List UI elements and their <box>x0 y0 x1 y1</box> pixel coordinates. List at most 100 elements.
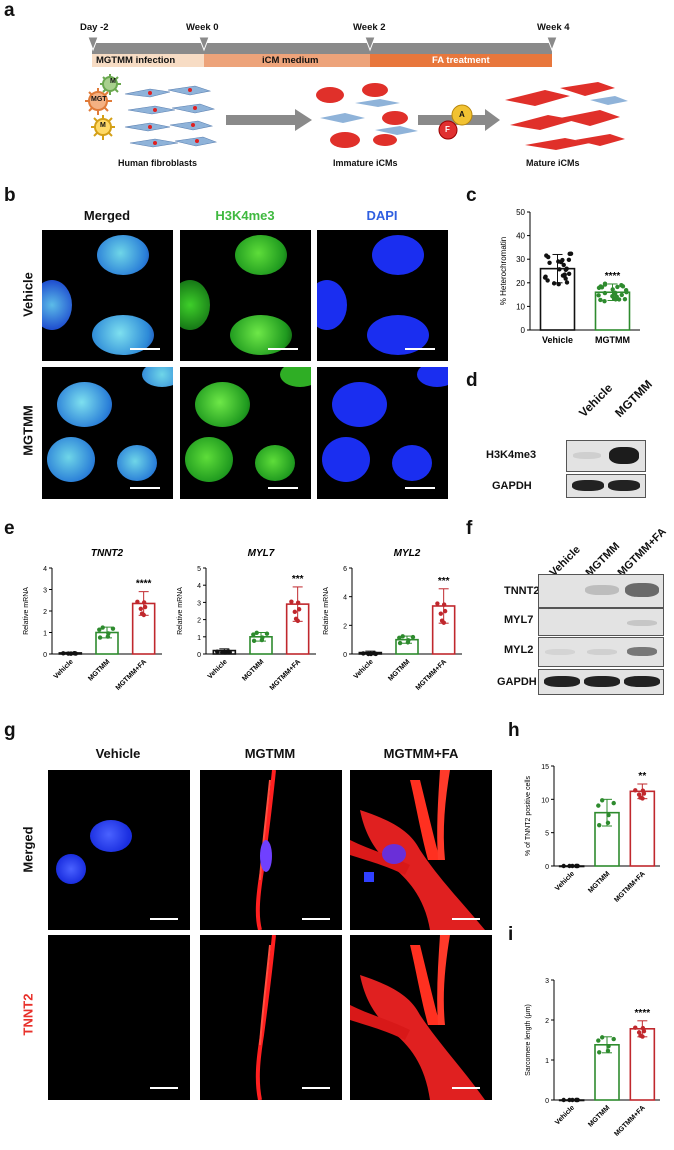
data-point <box>289 599 294 604</box>
panel-label-f: f <box>466 518 473 539</box>
data-point <box>605 1048 611 1054</box>
data-point <box>606 1044 611 1049</box>
y-tick-label: 40 <box>516 232 525 241</box>
y-tick-label: 2 <box>545 1018 549 1025</box>
d-row-gapdh: GAPDH <box>492 480 532 492</box>
category-label: MGTMM+FA <box>269 658 302 691</box>
data-point <box>622 296 628 302</box>
data-point <box>61 651 66 656</box>
panel-label-a: a <box>4 0 15 21</box>
arrow-1 <box>226 109 312 131</box>
chart-title: MYL2 <box>394 548 421 559</box>
data-point <box>613 290 618 296</box>
data-point <box>66 651 71 656</box>
blot-f-tnnt2 <box>538 574 664 608</box>
panel-label-h: h <box>508 720 520 741</box>
data-point <box>610 287 615 292</box>
data-point <box>640 1025 646 1031</box>
header-h3k4me3: H3K4me3 <box>215 208 275 223</box>
virus-label-m-top: M <box>110 78 116 85</box>
rowlabel-vehicle: Vehicle <box>20 272 36 317</box>
d-row-h3k4me3: H3K4me3 <box>486 449 537 461</box>
data-point <box>599 1035 605 1040</box>
data-point <box>605 820 611 825</box>
data-point <box>546 254 551 260</box>
y-tick-label: 3 <box>197 600 201 607</box>
category-label: MGTMM <box>587 870 611 894</box>
data-point <box>597 1050 602 1055</box>
y-tick-label: 0 <box>343 652 347 659</box>
y-axis-label: Sarcomere length (μm) <box>525 1004 532 1076</box>
data-point <box>73 651 78 656</box>
y-tick-label: 10 <box>516 302 525 311</box>
data-point <box>575 863 580 869</box>
y-tick-label: 0 <box>197 652 201 659</box>
marker-triangle-week4 <box>546 36 558 52</box>
marker-triangle-week2 <box>364 36 376 52</box>
data-point <box>619 292 624 298</box>
data-point <box>597 822 602 828</box>
data-point <box>610 293 615 299</box>
data-point <box>296 607 302 612</box>
significance-label: **** <box>605 271 621 282</box>
data-point <box>633 788 638 793</box>
y-tick-label: 2 <box>343 623 347 630</box>
data-point <box>566 257 572 263</box>
category-label: MGTMM <box>595 335 630 345</box>
data-point <box>141 600 147 605</box>
virus-m-bottom <box>91 115 115 140</box>
category-label: MGTMM <box>387 658 411 682</box>
blot-d-gapdh <box>566 474 646 498</box>
data-point <box>567 1097 572 1103</box>
significance-label: **** <box>635 1008 651 1019</box>
category-label: Vehicle <box>554 1104 576 1126</box>
g-image-merged-vehicle <box>48 770 190 930</box>
header-dapi: DAPI <box>366 208 398 223</box>
data-point <box>110 626 116 631</box>
data-point <box>410 634 416 640</box>
data-point <box>139 611 145 616</box>
image-dapi-vehicle <box>317 230 448 361</box>
phase-label-infection: MGTMM infection <box>96 55 176 66</box>
data-point <box>602 290 608 296</box>
y-tick-label: 6 <box>343 566 347 573</box>
data-point <box>567 863 572 869</box>
g-rowlabel-tnnt2: TNNT2 <box>20 993 36 1036</box>
panel-label-d: d <box>466 370 478 391</box>
data-point <box>598 297 603 303</box>
f-col-mgtmm-fa: MGTMM+FA <box>615 525 669 579</box>
bar <box>629 790 656 867</box>
chart-h: 0 5 10 15 % of TNNT2 positive cells Vehicle MG… <box>525 764 660 904</box>
data-point <box>400 634 405 639</box>
data-point <box>220 650 225 655</box>
drug-label-a: A <box>459 110 465 119</box>
data-point <box>397 635 402 640</box>
virus-label-m-bottom: M <box>100 122 106 129</box>
g-image-tnnt2-vehicle <box>48 935 190 1100</box>
image-merged-vehicle <box>42 230 173 361</box>
stage-mature: Mature iCMs <box>526 158 580 168</box>
data-point <box>97 627 102 632</box>
y-tick-label: 0 <box>545 864 549 871</box>
panel-label-b: b <box>4 185 16 206</box>
data-point <box>547 260 552 265</box>
bar <box>629 1028 656 1101</box>
data-point <box>606 812 611 818</box>
panel-label-g: g <box>4 720 16 741</box>
data-point <box>142 604 148 610</box>
category-label: Vehicle <box>542 335 573 345</box>
data-point <box>596 293 601 298</box>
image-h3k4me3-vehicle <box>180 230 311 361</box>
timeline-phase-1 <box>92 54 204 67</box>
data-point <box>442 608 448 614</box>
y-tick-label: 1 <box>43 631 47 638</box>
significance-label: **** <box>136 579 152 590</box>
data-point <box>558 259 564 265</box>
g-image-merged-mgtmm <box>200 770 342 930</box>
marker-week4: Week 4 <box>537 22 570 33</box>
marker-week0: Week 0 <box>186 22 219 33</box>
category-label: MGTMM <box>87 658 111 682</box>
data-point <box>556 282 561 287</box>
panel-label-c: c <box>466 185 477 206</box>
image-merged-mgtmm <box>42 367 173 499</box>
